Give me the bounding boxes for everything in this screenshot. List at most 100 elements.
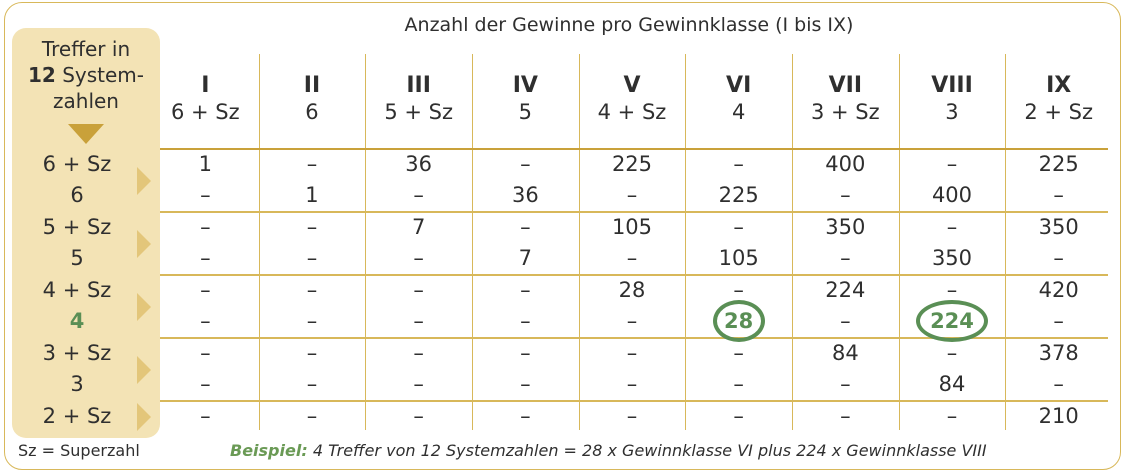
column-divider [1005,54,1006,430]
column-header: VIII 3 [899,72,1006,126]
table-cell: – [840,246,851,270]
treffer-panel [12,28,160,438]
table-cell: 105 [718,246,759,270]
table-cell: – [200,309,211,333]
table-cell: – [840,372,851,396]
table-cell: – [626,404,638,428]
column-divider [365,54,366,430]
table-cell: – [200,215,211,239]
column-divider [472,54,473,430]
treffer-header: Treffer in 12 System- zahlen [12,36,160,114]
treffer-header-line1: Treffer in [41,37,131,61]
table-cell: 105 [611,215,653,239]
table-cell: – [413,246,424,270]
treffer-header-count: 12 [28,63,56,87]
table-cell: – [413,278,424,302]
column-divider [579,54,580,430]
table-cell: 400 [931,183,973,207]
table-cell: – [520,404,531,428]
table-cell: – [626,183,638,207]
column-class-condition: 4 [731,100,746,124]
table-cell: 1 [198,152,213,176]
table-cell: – [306,404,318,428]
table-cell: – [520,309,531,333]
table-cell: 1 [305,183,319,207]
table-cell: – [306,152,318,176]
table-cell: – [1053,183,1064,207]
column-header: VI 4 [685,72,792,126]
highlight-circle [916,300,988,342]
column-class-numeral: IV [512,73,538,98]
column-class-condition: 6 [305,100,319,124]
table-cell: 350 [1038,215,1079,239]
column-divider [899,54,900,430]
table-cell: – [306,246,318,270]
table-cell: – [306,341,318,365]
example-text: 4 Treffer von 12 Systemzahlen = 28 x Gew… [307,441,987,460]
column-class-numeral: VI [726,73,752,98]
table-cell: 36 [405,152,433,176]
table-cell: – [200,246,211,270]
table-cell: – [520,215,531,239]
column-class-numeral: VII [828,73,863,98]
table-cell: 225 [1038,152,1079,176]
column-class-numeral: I [201,73,210,98]
treffer-header-line2-rest: System- [55,63,144,87]
highlight-circle [712,300,765,342]
table-cell: – [520,372,531,396]
table-cell: 378 [1038,341,1079,365]
table-cell: – [840,404,851,428]
table-cell: – [413,183,424,207]
row-label: 2 + Sz [42,404,112,428]
example-label: Beispiel: [230,441,308,460]
column-header: II 6 [259,72,366,126]
column-class-numeral: IX [1046,73,1072,98]
treffer-header-line2: 12 System- [12,62,160,88]
treffer-header-line3: zahlen [53,89,119,113]
row-divider [160,211,1108,213]
example-note: Beispiel: 4 Treffer von 12 Systemzahlen … [230,441,987,460]
column-class-condition: 5 [518,100,533,124]
table-cell: 28 [618,278,646,302]
row-divider [160,148,1108,150]
table-cell: – [413,372,424,396]
down-arrow-icon [68,124,104,144]
table-cell: 400 [825,152,866,176]
table-cell: 350 [931,246,973,270]
table-cell: – [626,372,638,396]
table-cell: – [200,404,211,428]
table-cell: – [626,309,638,333]
column-header: VII 3 + Sz [792,72,899,126]
table-cell: 84 [831,341,859,365]
row-label: 6 + Sz [42,152,112,176]
column-class-numeral: V [623,73,641,98]
column-class-condition: 2 + Sz [1024,100,1093,124]
table-cell: 84 [938,372,966,396]
table-cell: 7 [518,246,533,270]
column-header: III 5 + Sz [365,72,472,126]
table-cell: 7 [411,215,426,239]
column-header: IV 5 [472,72,579,126]
table-cell: – [413,404,424,428]
table-cell: – [520,341,531,365]
table-cell: – [200,341,211,365]
row-arrow-icon [137,356,151,384]
row-divider [160,400,1108,402]
column-divider [792,54,793,430]
table-cell: – [1053,372,1064,396]
table-cell: – [1053,309,1064,333]
column-class-numeral: II [303,73,321,98]
column-divider [685,54,686,430]
table-cell: 225 [611,152,653,176]
column-class-condition: 3 [945,100,959,124]
table-cell: – [733,341,744,365]
table-cell: – [733,215,744,239]
table-cell: – [946,152,958,176]
row-arrow-icon [137,293,151,321]
table-cell: – [946,215,958,239]
table-cell: – [946,404,958,428]
row-label: 4 + Sz [42,278,112,302]
table-cell: 420 [1038,278,1079,302]
row-divider [160,337,1108,339]
